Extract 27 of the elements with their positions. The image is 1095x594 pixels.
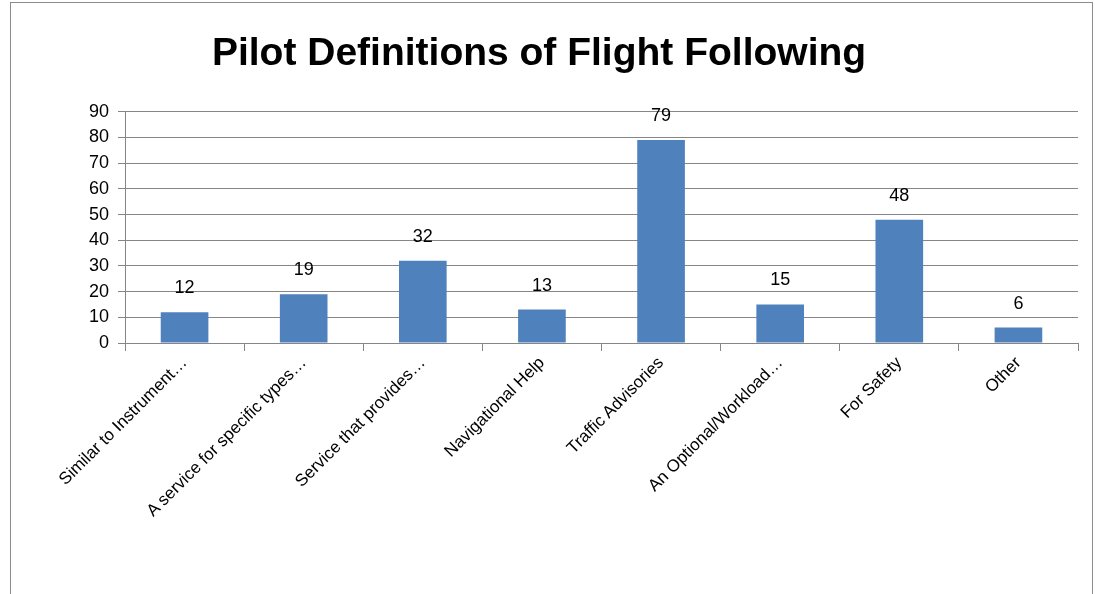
data-label: 79 bbox=[651, 105, 672, 126]
y-tick-label: 40 bbox=[88, 229, 109, 250]
chart-title: Pilot Definitions of Flight Following bbox=[211, 30, 867, 74]
bar bbox=[756, 304, 805, 343]
y-tick-label: 0 bbox=[98, 331, 109, 352]
y-tick-label: 70 bbox=[88, 152, 109, 173]
y-tick-label: 50 bbox=[88, 203, 109, 224]
data-label: 13 bbox=[531, 274, 552, 295]
data-label: 6 bbox=[1013, 292, 1024, 313]
y-tick-label: 30 bbox=[88, 254, 109, 275]
bar bbox=[398, 260, 447, 343]
y-tick-label: 80 bbox=[88, 126, 109, 147]
y-tick-label: 20 bbox=[88, 280, 109, 301]
bar bbox=[875, 219, 924, 343]
bar bbox=[279, 294, 328, 343]
bar bbox=[994, 327, 1043, 343]
bar bbox=[518, 309, 566, 343]
data-label: 15 bbox=[770, 269, 791, 290]
bar bbox=[160, 312, 209, 343]
data-label: 32 bbox=[412, 225, 433, 246]
data-label: 48 bbox=[889, 184, 910, 205]
y-tick-label: 60 bbox=[88, 177, 109, 198]
data-label: 12 bbox=[174, 277, 195, 298]
y-tick-label: 10 bbox=[88, 306, 109, 327]
data-label: 19 bbox=[293, 259, 314, 280]
bar bbox=[637, 140, 685, 343]
y-tick-label: 90 bbox=[88, 100, 109, 121]
